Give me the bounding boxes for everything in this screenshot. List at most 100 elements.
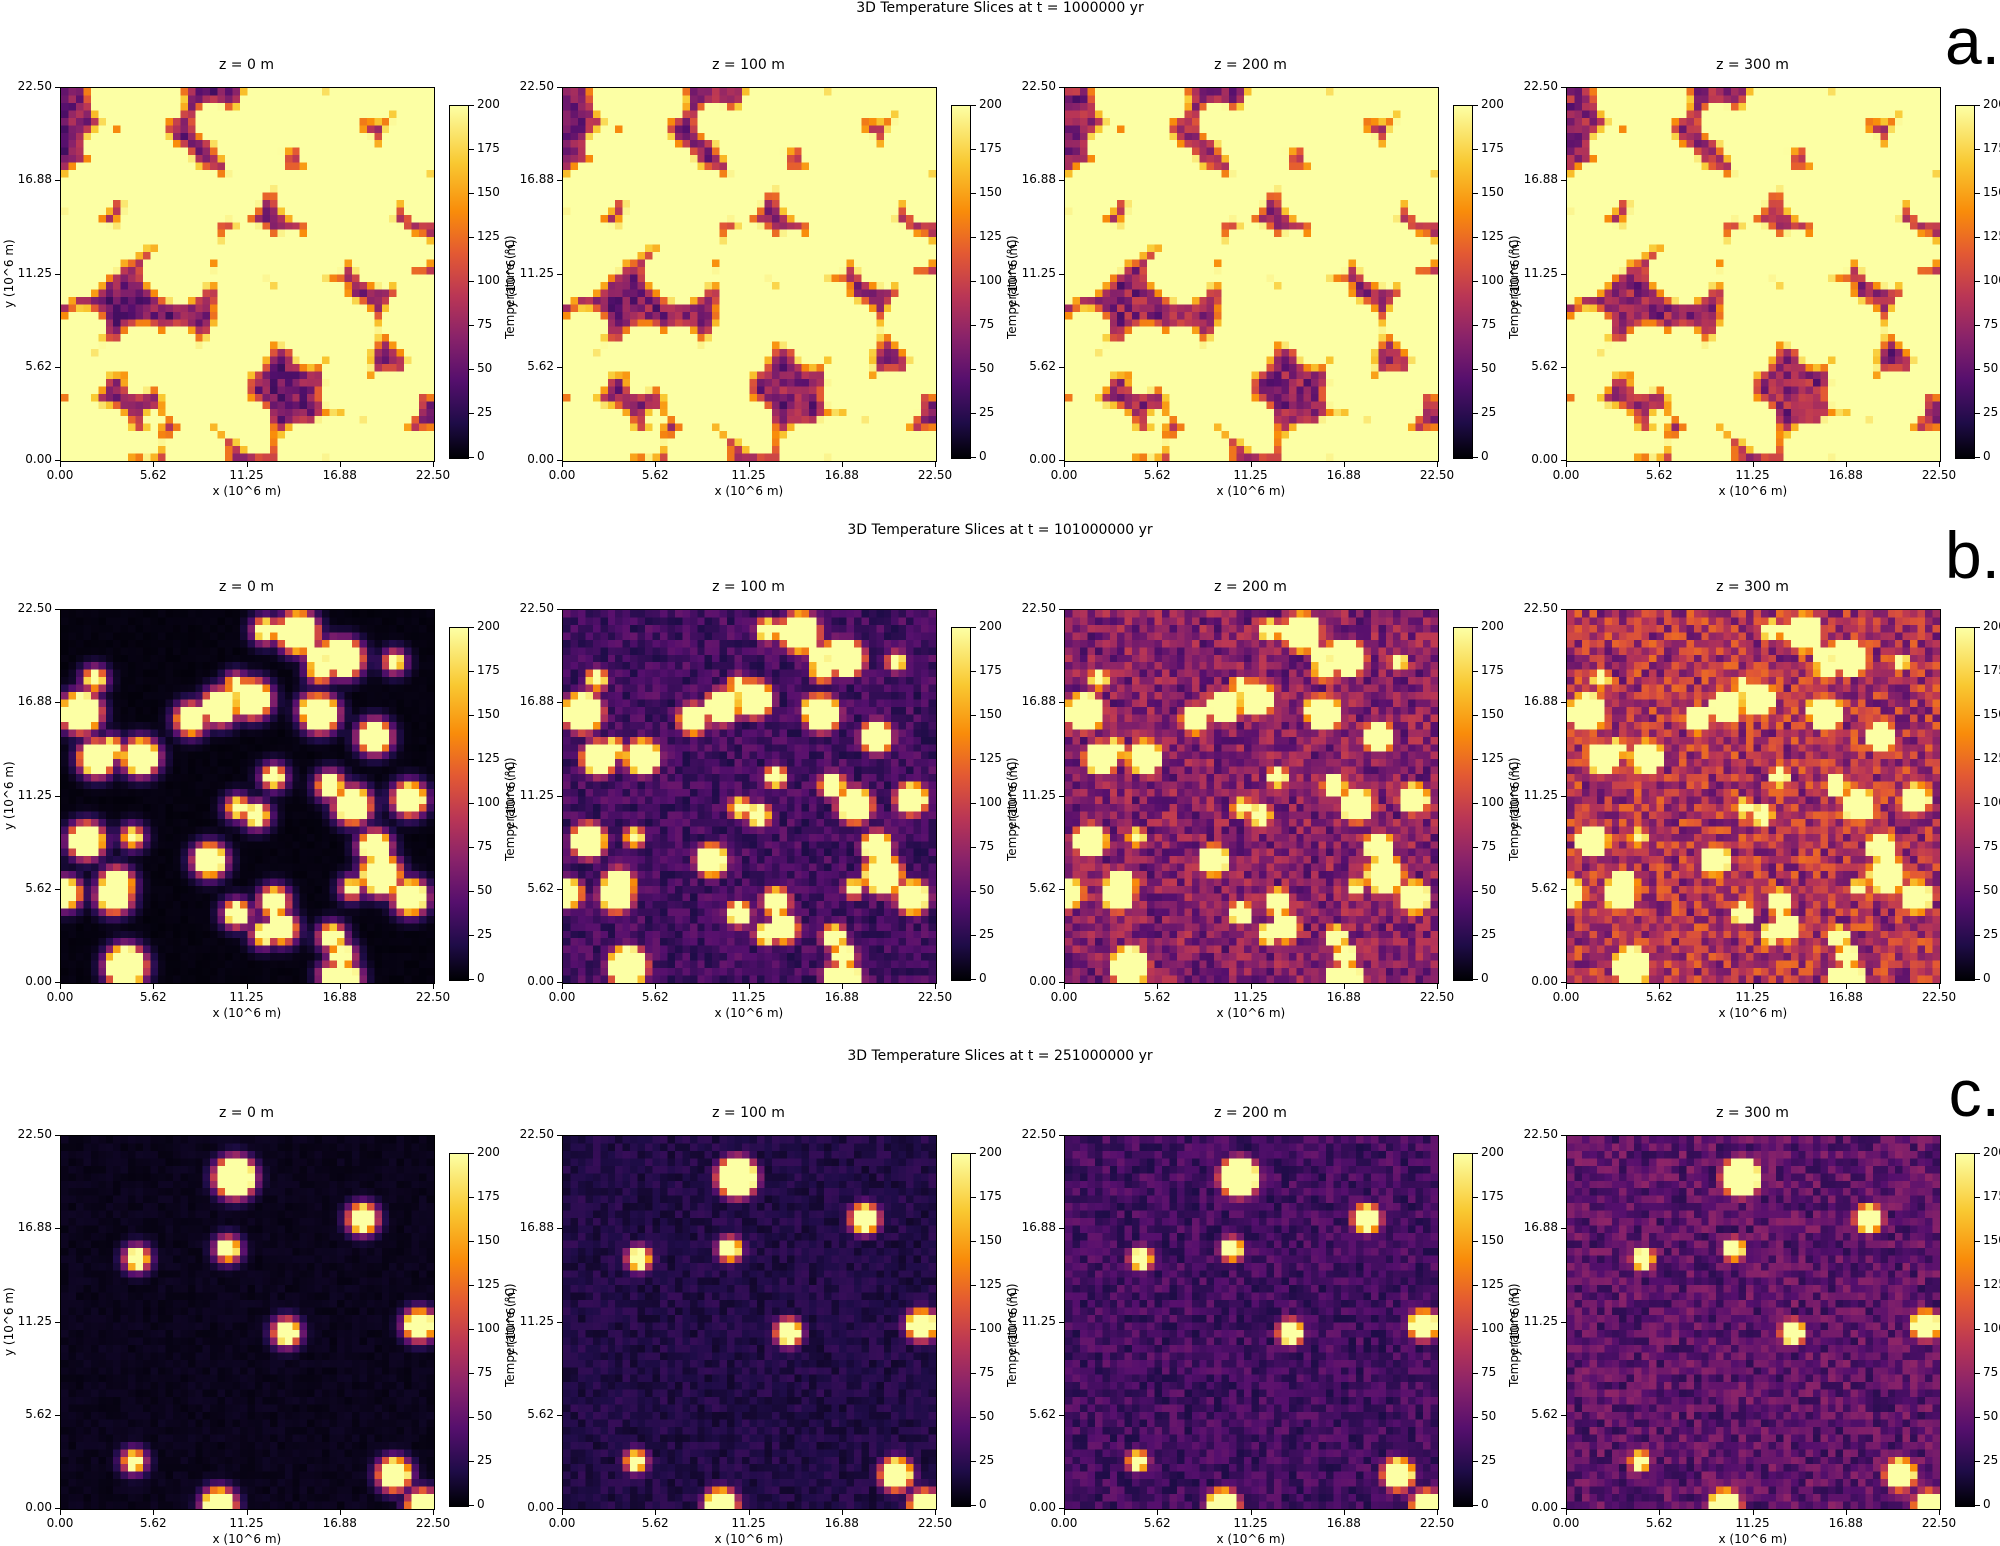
heatmap-cell (764, 416, 772, 424)
heatmap-cell (83, 394, 91, 402)
heatmap-cell (188, 446, 196, 454)
heatmap-cell (225, 140, 233, 148)
heatmap-cell (615, 327, 623, 335)
heatmap-cell (854, 439, 862, 447)
heatmap-cell (374, 95, 382, 103)
heatmap-cell (638, 230, 646, 238)
heatmap-cell (292, 95, 300, 103)
heatmap-cell (839, 416, 847, 424)
heatmap-cell (427, 140, 434, 148)
heatmap-cell (359, 88, 367, 96)
heatmap-cell (854, 424, 862, 432)
heatmap-cell (218, 155, 226, 163)
heatmap-cell (846, 275, 854, 283)
heatmap-cell (389, 275, 397, 283)
heatmap-cell (697, 110, 705, 118)
heatmap-cell (412, 155, 420, 163)
heatmap-cell (593, 170, 601, 178)
heatmap-cell (757, 222, 765, 230)
heatmap-cell (98, 357, 106, 365)
heatmap-cell (262, 424, 270, 432)
heatmap-cell (285, 215, 293, 223)
heatmap-cell (608, 357, 616, 365)
heatmap-cell (757, 334, 765, 342)
heatmap-cell (397, 454, 405, 461)
heatmap-cell (367, 431, 375, 439)
heatmap-cell (61, 118, 69, 126)
heatmap-cell (397, 155, 405, 163)
heatmap-cell (136, 401, 144, 409)
heatmap-cell (667, 185, 675, 193)
heatmap-cell (374, 88, 382, 96)
heatmap-cell (322, 371, 330, 379)
heatmap-cell (690, 125, 698, 133)
heatmap-cell (757, 155, 765, 163)
heatmap-cell (779, 267, 787, 275)
heatmap-cell (690, 446, 698, 454)
heatmap-cell (397, 133, 405, 141)
heatmap-cell (337, 334, 345, 342)
heatmap-cell (750, 379, 758, 387)
heatmap-cell (809, 289, 817, 297)
heatmap-cell (106, 260, 114, 268)
heatmap-cell (690, 170, 698, 178)
heatmap-cell (712, 379, 720, 387)
heatmap-cell (121, 133, 129, 141)
heatmap-cell (884, 334, 892, 342)
heatmap-cell (906, 282, 914, 290)
heatmap-cell (128, 95, 136, 103)
heatmap-cell (106, 409, 114, 417)
heatmap-cell (630, 222, 638, 230)
heatmap-cell (91, 386, 99, 394)
heatmap-cell (712, 327, 720, 335)
heatmap-cell (623, 110, 631, 118)
heatmap-cell (262, 357, 270, 365)
heatmap-cell (682, 319, 690, 327)
heatmap-cell (817, 230, 825, 238)
heatmap-cell (638, 163, 646, 171)
heatmap-cell (91, 327, 99, 335)
heatmap-cell (675, 379, 683, 387)
heatmap-cell (757, 394, 765, 402)
heatmap-cell (158, 245, 166, 253)
heatmap-cell (315, 148, 323, 156)
heatmap-cell (675, 110, 683, 118)
heatmap-cell (203, 379, 211, 387)
heatmap-cell (337, 88, 345, 96)
heatmap-cell (623, 312, 631, 320)
heatmap-cell (397, 409, 405, 417)
heatmap-cell (772, 386, 780, 394)
heatmap-cell (705, 110, 713, 118)
heatmap-cell (218, 148, 226, 156)
heatmap-cell (113, 431, 121, 439)
heatmap-cell (869, 327, 877, 335)
heatmap-cell (899, 260, 907, 268)
heatmap-cell (824, 357, 832, 365)
heatmap-cell (61, 245, 69, 253)
heatmap-cell (203, 304, 211, 312)
heatmap-cell (794, 88, 802, 96)
heatmap-cell (225, 424, 233, 432)
heatmap-cell (374, 215, 382, 223)
heatmap-cell (285, 148, 293, 156)
heatmap-cell (180, 215, 188, 223)
heatmap-cell (322, 416, 330, 424)
heatmap-cell (307, 386, 315, 394)
heatmap-cell (735, 170, 743, 178)
heatmap-cell (638, 319, 646, 327)
heatmap-cell (623, 416, 631, 424)
heatmap-cell (397, 88, 405, 96)
heatmap-cell (188, 409, 196, 417)
heatmap-cell (367, 222, 375, 230)
heatmap-cell (300, 312, 308, 320)
heatmap-cell (876, 446, 884, 454)
heatmap-cell (292, 125, 300, 133)
heatmap-cell (61, 185, 69, 193)
heatmap-cell (653, 297, 661, 305)
heatmap-cell (397, 125, 405, 133)
heatmap-cell (158, 148, 166, 156)
heatmap-cell (285, 319, 293, 327)
heatmap-cell (787, 170, 795, 178)
heatmap-cell (570, 379, 578, 387)
heatmap-cell (891, 357, 899, 365)
